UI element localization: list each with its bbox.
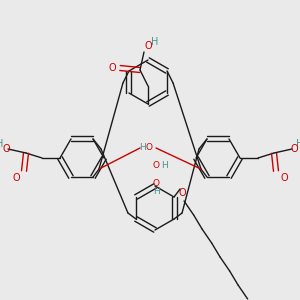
Text: H: H — [139, 143, 145, 152]
Text: O: O — [152, 160, 160, 169]
Text: O: O — [290, 144, 298, 154]
Text: H: H — [153, 188, 159, 196]
Text: H: H — [160, 160, 167, 169]
Text: H: H — [0, 139, 4, 149]
Text: O: O — [12, 173, 20, 183]
Text: O: O — [178, 188, 186, 198]
Text: H: H — [296, 139, 300, 149]
Text: O: O — [2, 144, 10, 154]
Text: O: O — [108, 63, 116, 73]
Text: O: O — [144, 41, 152, 51]
Text: H: H — [151, 37, 159, 47]
Text: O: O — [280, 173, 288, 183]
Text: O: O — [146, 143, 152, 152]
Text: O: O — [152, 179, 160, 188]
